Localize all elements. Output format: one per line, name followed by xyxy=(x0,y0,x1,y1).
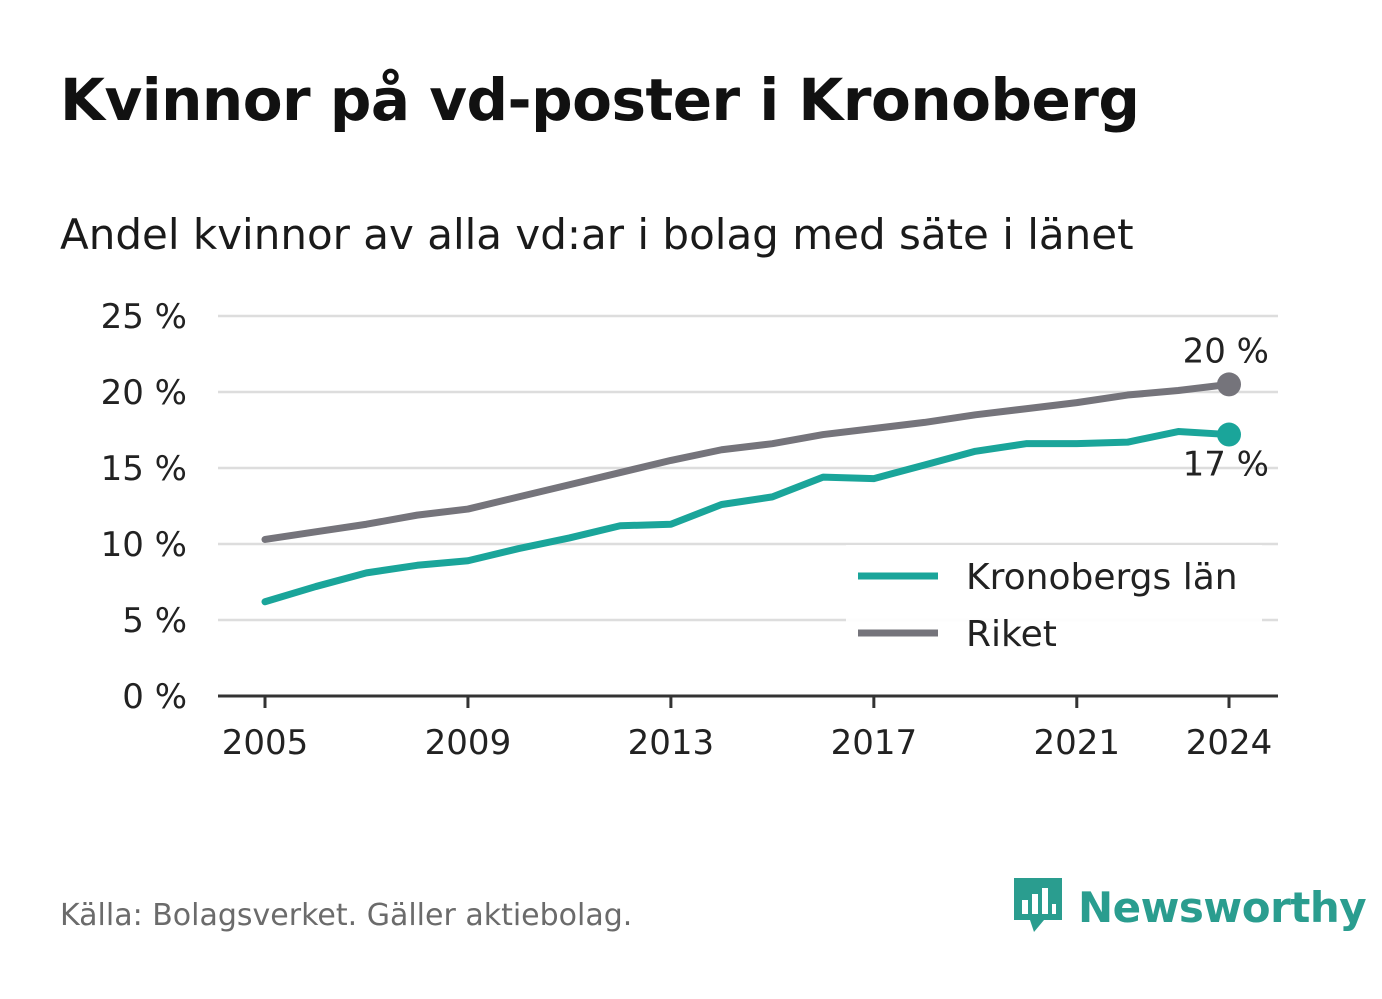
y-tick-label: 25 % xyxy=(101,297,187,337)
brand-name: Newsworthy xyxy=(1078,882,1367,932)
newsworthy-logo-icon xyxy=(1010,874,1066,940)
y-tick-label: 0 % xyxy=(122,677,187,717)
chart-title: Kvinnor på vd-poster i Kronoberg xyxy=(60,66,1140,134)
legend-label: Kronobergs län xyxy=(966,557,1238,598)
legend-background xyxy=(846,545,1262,663)
series-line-kronoberg xyxy=(261,428,1233,606)
x-tick-label: 2005 xyxy=(222,723,309,763)
y-tick-label: 15 % xyxy=(101,449,187,489)
series-lines xyxy=(261,372,1241,606)
y-tick-label: 5 % xyxy=(122,601,187,641)
chart-subtitle: Andel kvinnor av alla vd:ar i bolag med … xyxy=(60,210,1134,259)
source-note: Källa: Bolagsverket. Gäller aktiebolag. xyxy=(60,898,633,933)
axes: 0 % 5 % 10 % 15 % 20 % 25 % 2005 2009 2013 2017 20… xyxy=(101,297,1278,763)
brand: Newsworthy xyxy=(1010,874,1367,940)
end-marker-kronoberg xyxy=(1217,422,1241,447)
x-tick-label: 2017 xyxy=(831,723,918,763)
end-labels: 20 % 17 % xyxy=(1183,331,1269,484)
series-line-riket xyxy=(261,380,1233,543)
end-label-kronoberg: 17 % xyxy=(1183,445,1269,485)
grid-lines xyxy=(218,314,1278,622)
y-tick-label: 20 % xyxy=(101,373,187,413)
end-label-riket: 20 % xyxy=(1183,331,1269,371)
end-marker-riket xyxy=(1217,372,1241,397)
x-tick-label: 2013 xyxy=(628,723,715,763)
legend: Kronobergs län Riket xyxy=(846,545,1262,663)
x-tick-label: 2021 xyxy=(1034,723,1121,763)
x-tick-label: 2009 xyxy=(425,723,512,763)
y-tick-label: 10 % xyxy=(101,525,187,565)
x-tick-label: 2024 xyxy=(1186,723,1273,763)
legend-label: Riket xyxy=(966,614,1057,655)
